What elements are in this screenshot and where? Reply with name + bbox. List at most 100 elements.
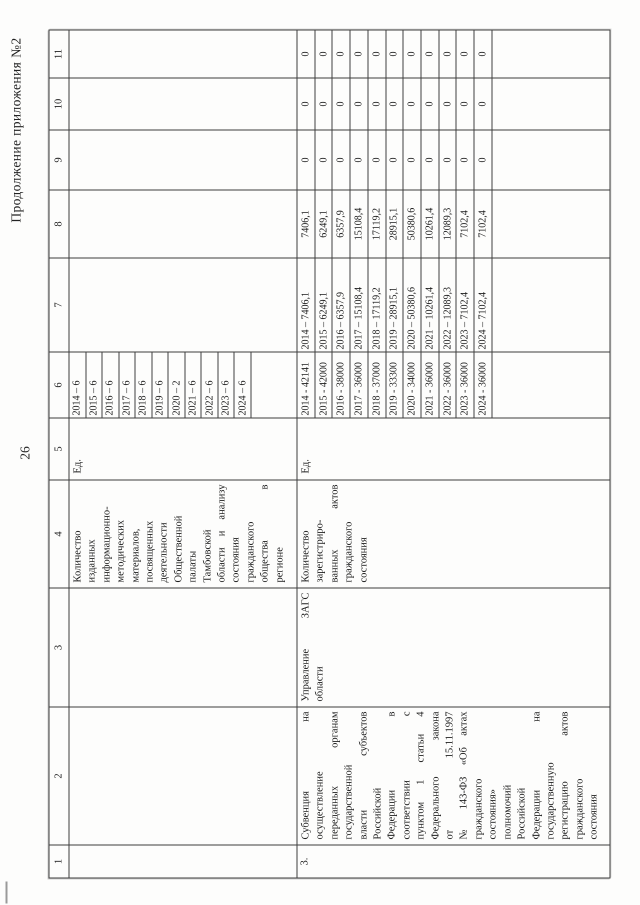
text-line: гражданского <box>343 521 355 582</box>
cell-cont-name <box>68 706 297 845</box>
value-cell: 2014 – 7406,1 <box>297 258 315 351</box>
value-cell: 0 <box>456 130 475 189</box>
value-cell: 28915,1 <box>385 190 404 257</box>
text-line: регионе <box>273 546 285 582</box>
year-values-list: 2014 – 6 2015 – 6 2016 – 6 2017 – 6 2018 – 6… <box>69 352 252 417</box>
text-line: ванных актов <box>328 484 340 582</box>
value-cell: 0 <box>297 78 315 129</box>
value-cell: 2016 – 6357,9 <box>332 258 351 351</box>
text-line: области и анализу <box>216 484 228 582</box>
col-header-9: 9 <box>48 129 69 190</box>
cell-row3-executor: Управление ЗАГС области <box>296 587 610 707</box>
column-number-row: 1 2 3 4 5 6 7 8 9 10 11 <box>48 29 69 878</box>
text-line: пунктом 1 статьи 4 <box>415 711 427 839</box>
text-line: Субвенция на <box>300 711 311 839</box>
value-cell: 0 <box>385 78 404 129</box>
col-header-10: 10 <box>48 77 69 130</box>
value-cell: 2022 – 12089,3 <box>438 258 457 351</box>
value-cell: 7102,4 <box>474 190 492 257</box>
value-cell: 0 <box>421 30 439 77</box>
cell-row3-number: 3. <box>296 844 610 878</box>
value-cell: 0 <box>438 130 457 189</box>
value-cell: 0 <box>385 30 404 77</box>
value-cell: 2019 – 6 <box>151 352 169 417</box>
value-cell: 0 <box>314 130 333 189</box>
subvention-name-text: Субвенция на осуществление переданных орга… <box>297 707 602 844</box>
value-cell: 2018 - 37000 <box>367 352 386 417</box>
indicator-text: Количество зарегистриро-ванных актов гражд… <box>297 480 371 587</box>
value-cell: 2021 – 6 <box>184 352 202 417</box>
col-header-7: 7 <box>48 257 69 352</box>
text-line: палаты <box>187 550 199 582</box>
value-cell: 0 <box>438 30 457 77</box>
indicator-text: Количество изданных информационно-методиче… <box>69 480 287 587</box>
value-cell: 0 <box>367 130 386 189</box>
table-row-continuation: Количество изданных информационно-методиче… <box>68 29 297 878</box>
amounts-list: 7406,1 6249,1 6357,9 15108,4 17119,2 28915,1 5… <box>297 190 492 257</box>
text-line: области <box>314 665 326 701</box>
value-cell: 0 <box>314 30 333 77</box>
value-cell: 0 <box>403 130 422 189</box>
value-cell: 2020 – 50380,6 <box>403 258 422 351</box>
executor-text: Управление ЗАГС области <box>297 588 328 706</box>
value-cell: 2021 - 36000 <box>421 352 439 417</box>
value-cell: 2021 – 10261,4 <box>421 258 439 351</box>
value-cell: 0 <box>474 78 492 129</box>
value-cell: 0 <box>385 130 404 189</box>
value-cell: 0 <box>314 78 333 129</box>
value-cell: 2024 – 6 <box>234 352 252 417</box>
value-cell: 0 <box>297 30 315 77</box>
value-cell: 2020 – 2 <box>168 352 185 417</box>
value-cell: 2022 - 36000 <box>438 352 457 417</box>
value-cell: 0 <box>474 30 492 77</box>
value-cell: 7406,1 <box>297 190 315 257</box>
value-cell: 2018 – 6 <box>135 352 152 417</box>
unit-label: Ед. <box>72 458 83 473</box>
value-cell: 2019 - 33300 <box>385 352 404 417</box>
text-line: № 143-ФЗ «Об актах <box>458 711 470 839</box>
value-cell: 15108,4 <box>350 190 368 257</box>
value-cell: 0 <box>332 130 351 189</box>
cell-cont-col9 <box>68 129 297 190</box>
col-header-8: 8 <box>48 189 69 258</box>
text-line: от 15.11.1997 <box>444 711 456 839</box>
value-cell: 50380,6 <box>403 190 422 257</box>
text-line: Российской <box>372 787 384 839</box>
value-cell: 7102,4 <box>456 190 475 257</box>
financing-list: 2014 – 7406,1 2015 – 6249,1 2016 – 6357,9 2… <box>297 258 492 351</box>
cell-row3-financing: 2014 – 7406,1 2015 – 6249,1 2016 – 6357,9 2… <box>296 257 610 352</box>
unit-label: Ед. <box>300 458 311 473</box>
text-line: государственную <box>544 761 556 839</box>
value-cell: 0 <box>456 78 475 129</box>
cell-cont-indicator: Количество изданных информационно-методиче… <box>68 479 297 588</box>
value-cell: 0 <box>367 30 386 77</box>
text-line: власти субъектов <box>357 711 369 839</box>
text-line: Федерации в <box>386 711 398 839</box>
value-cell: 0 <box>350 78 368 129</box>
row-number: 3. <box>299 857 310 865</box>
text-line: гражданского <box>573 778 585 839</box>
value-cell: 2017 – 15108,4 <box>350 258 368 351</box>
value-cell: 0 <box>403 30 422 77</box>
text-line: методических <box>115 519 127 583</box>
value-cell: 0 <box>421 130 439 189</box>
text-line: Количество <box>72 529 83 582</box>
value-cell: 2015 - 42000 <box>314 352 333 417</box>
cell-row3-name: Субвенция на осуществление переданных орга… <box>296 706 610 845</box>
value-cell: 0 <box>456 30 475 77</box>
text-line: посвященных <box>144 520 156 582</box>
cell-cont-col11 <box>68 29 297 78</box>
col-header-4: 4 <box>48 479 69 588</box>
year-targets-list: 2014 - 42141 2015 - 42000 2016 - 38000 2017… <box>297 352 492 417</box>
text-line: Общественной <box>172 515 184 582</box>
value-cell: 17119,2 <box>367 190 386 257</box>
cell-cont-col8 <box>68 189 297 258</box>
value-cell: 0 <box>297 130 315 189</box>
text-line: Российской <box>516 787 528 839</box>
value-cell: 2017 - 36000 <box>350 352 368 417</box>
